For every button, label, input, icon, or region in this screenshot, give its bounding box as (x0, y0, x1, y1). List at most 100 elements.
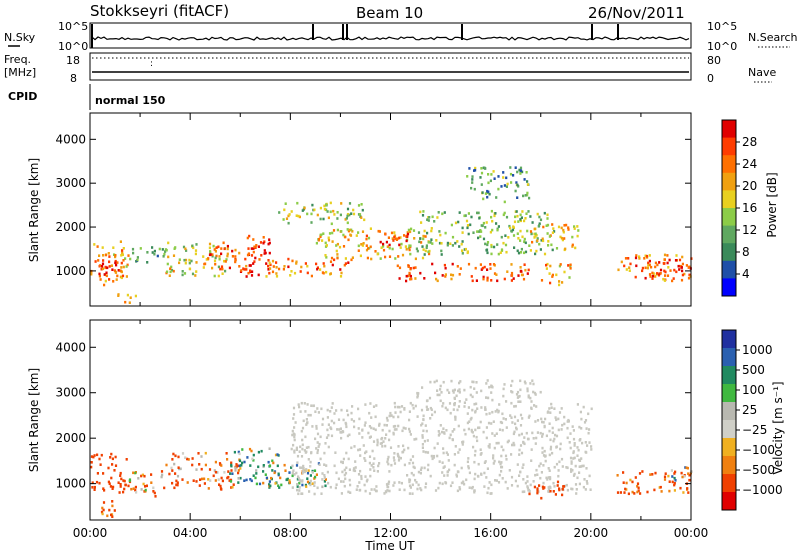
echo-cell (449, 242, 452, 245)
echo-cell (318, 463, 321, 466)
echo-cell (307, 469, 310, 472)
echo-cell (324, 484, 327, 488)
echo-cell (313, 484, 316, 487)
echo-cell (475, 381, 478, 384)
echo-cell (497, 187, 500, 191)
echo-cell (510, 271, 514, 275)
echo-cell (278, 211, 281, 214)
echo-cell (524, 250, 528, 254)
echo-cell (663, 475, 667, 479)
echo-cell (636, 490, 639, 494)
echo-cell (523, 380, 526, 384)
echo-cell (343, 263, 346, 267)
echo-cell (405, 279, 408, 283)
echo-cell (398, 488, 401, 491)
echo-cell (459, 267, 462, 270)
echo-cell (291, 471, 294, 475)
echo-cell (548, 485, 551, 489)
echo-cell (575, 492, 578, 495)
echo-cell (557, 428, 560, 432)
echo-cell (305, 446, 308, 449)
echo-cell (476, 407, 479, 410)
echo-cell (164, 250, 167, 253)
echo-cell (232, 483, 235, 486)
echo-cell (392, 239, 395, 242)
echo-cell (663, 253, 667, 257)
echo-cell (531, 221, 534, 224)
echo-cell (511, 421, 514, 424)
echo-cell (419, 271, 422, 275)
echo-cell (254, 246, 257, 249)
echo-cell (242, 267, 245, 270)
echo-cell (336, 256, 339, 260)
echo-cell (230, 469, 233, 472)
echo-cell (411, 455, 415, 458)
echo-cell (183, 258, 186, 262)
echo-cell (431, 242, 434, 245)
echo-cell (433, 446, 436, 450)
echo-cell (218, 255, 221, 258)
echo-cell (464, 432, 467, 436)
echo-cell (643, 257, 646, 260)
echo-cell (386, 489, 389, 492)
echo-cell (687, 472, 690, 475)
echo-cell (323, 480, 326, 483)
echo-cell (431, 413, 434, 417)
echo-cell (120, 276, 123, 280)
echo-cell (343, 473, 346, 477)
echo-cell (403, 408, 406, 411)
echo-cell (100, 267, 103, 271)
echo-cell (439, 399, 442, 403)
echo-cell (288, 479, 291, 482)
echo-cell (543, 252, 547, 256)
echo-cell (114, 254, 117, 257)
nave-label: Nave (748, 66, 776, 79)
echo-cell (540, 417, 543, 421)
echo-cell (411, 483, 414, 487)
echo-cell (351, 230, 354, 233)
echo-cell (687, 266, 690, 269)
echo-cell (351, 256, 354, 259)
echo-cell (541, 451, 544, 454)
echo-cell (209, 479, 212, 482)
echo-cell (424, 450, 427, 454)
echo-cell (411, 492, 414, 495)
echo-cell (211, 254, 214, 258)
echo-cell (543, 486, 546, 489)
echo-cell (392, 456, 395, 459)
echo-cell (574, 246, 577, 250)
echo-cell (218, 257, 221, 261)
echo-cell (557, 469, 560, 472)
echo-cell (333, 464, 336, 468)
echo-cell (184, 258, 188, 262)
echo-cell (102, 259, 105, 262)
echo-cell (424, 482, 428, 485)
echo-cell (267, 259, 270, 262)
echo-cell (530, 232, 533, 235)
echo-cell (566, 426, 569, 430)
echo-cell (538, 242, 541, 246)
echo-cell (483, 485, 486, 488)
echo-cell (352, 208, 355, 212)
echo-cell (524, 381, 527, 385)
echo-cell (543, 424, 546, 428)
echo-cell (526, 180, 529, 183)
echo-cell (388, 255, 392, 258)
echo-cell (406, 232, 410, 236)
echo-cell (260, 449, 263, 453)
echo-cell (641, 266, 644, 270)
echo-cell (538, 484, 541, 487)
echo-cell (357, 231, 360, 234)
echo-cell (449, 433, 452, 437)
echo-cell (387, 485, 390, 489)
echo-cell (548, 422, 551, 425)
echo-cell (426, 231, 429, 235)
echo-cell (365, 450, 368, 453)
echo-cell (430, 238, 433, 241)
echo-cell (536, 473, 539, 476)
echo-cell (570, 460, 573, 463)
echo-cell (377, 229, 380, 233)
echo-cell (474, 449, 477, 453)
echo-cell (668, 480, 671, 483)
echo-cell (156, 254, 159, 258)
